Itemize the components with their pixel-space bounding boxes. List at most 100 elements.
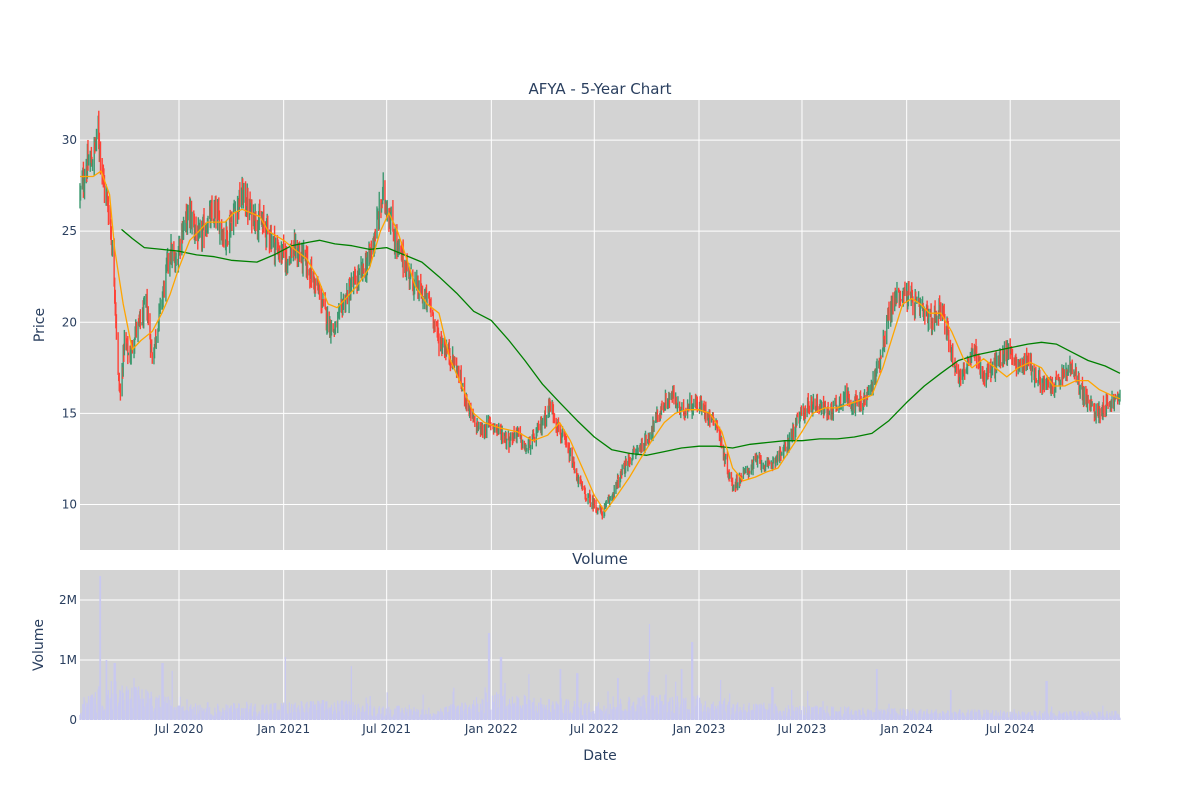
volume-bar xyxy=(422,694,424,720)
volume-bar xyxy=(1027,713,1029,720)
volume-bar xyxy=(444,707,446,720)
volume-bar xyxy=(883,709,885,720)
volume-bar xyxy=(1039,710,1041,720)
volume-bar xyxy=(199,704,201,720)
volume-bar xyxy=(283,702,285,720)
volume-bar xyxy=(653,709,655,720)
volume-bar xyxy=(465,704,467,720)
volume-bar xyxy=(446,712,448,720)
volume-bar xyxy=(382,706,384,720)
volume-bar xyxy=(648,624,651,720)
volume-bar xyxy=(191,709,193,720)
volume-bar xyxy=(458,714,460,720)
volume-bar xyxy=(936,712,938,720)
volume-bar xyxy=(1117,715,1119,720)
volume-bar xyxy=(689,713,691,720)
volume-bar xyxy=(166,703,168,720)
volume-bar xyxy=(713,710,715,720)
volume-bar xyxy=(920,709,922,720)
volume-bar xyxy=(374,716,376,720)
price-plot-area xyxy=(80,100,1120,550)
volume-bar xyxy=(621,710,623,720)
volume-bar xyxy=(988,713,990,720)
volume-bar xyxy=(402,713,404,720)
volume-bar xyxy=(284,657,286,720)
volume-bar xyxy=(243,708,245,720)
volume-bar xyxy=(939,712,941,720)
volume-bar xyxy=(914,712,916,720)
volume-bar xyxy=(985,709,987,720)
volume-bar xyxy=(778,712,780,720)
volume-bar xyxy=(547,709,549,720)
volume-bar xyxy=(1067,716,1069,720)
volume-bar xyxy=(318,703,321,720)
volume-bar xyxy=(573,701,575,720)
volume-bar xyxy=(418,717,420,720)
volume-bar xyxy=(997,712,999,720)
volume-bar xyxy=(681,669,683,720)
volume-bar xyxy=(968,714,970,720)
volume-bar xyxy=(605,710,607,720)
volume-bar xyxy=(725,712,727,720)
volume-bar xyxy=(1114,710,1116,720)
volume-y-tick-labels: 0 1M 2M xyxy=(59,593,77,727)
volume-bar xyxy=(753,704,755,720)
volume-bar xyxy=(99,576,102,720)
volume-bar xyxy=(475,697,478,720)
volume-bar xyxy=(1031,715,1033,720)
volume-bar xyxy=(613,707,615,720)
volume-bar xyxy=(716,709,718,720)
volume-bar xyxy=(178,705,180,720)
volume-bar xyxy=(241,708,243,720)
volume-bar xyxy=(251,716,253,720)
volume-bar xyxy=(605,708,607,720)
volume-bar xyxy=(1047,714,1049,720)
volume-bar xyxy=(697,695,699,720)
volume-bar xyxy=(803,715,805,720)
volume-bar xyxy=(1118,714,1120,720)
volume-bar xyxy=(609,703,611,720)
volume-bar xyxy=(295,712,297,720)
volume-bar xyxy=(514,702,516,720)
volume-bar xyxy=(868,710,870,720)
volume-bar xyxy=(807,705,809,720)
volume-bar xyxy=(526,704,528,720)
volume-bar xyxy=(131,707,133,720)
volume-bar xyxy=(745,710,747,720)
volume-bar xyxy=(572,715,574,720)
volume-bar xyxy=(660,701,662,720)
volume-bar xyxy=(720,714,722,720)
volume-bar xyxy=(612,696,614,720)
volume-bar xyxy=(1103,716,1105,720)
volume-bar xyxy=(1027,712,1029,720)
volume-bar xyxy=(518,698,520,720)
volume-bar xyxy=(597,710,599,720)
volume-bar xyxy=(209,715,211,720)
volume-bar xyxy=(916,713,918,720)
volume-bar xyxy=(1042,714,1044,720)
price-y-tick: 30 xyxy=(62,133,77,147)
volume-bar xyxy=(338,711,340,720)
volume-bar xyxy=(679,707,681,720)
volume-bar xyxy=(651,695,653,720)
volume-bar xyxy=(87,696,90,720)
volume-bar xyxy=(980,714,982,720)
volume-bar xyxy=(569,711,571,720)
volume-bar xyxy=(222,708,224,720)
volume-bar xyxy=(179,696,181,720)
volume-bar xyxy=(850,709,853,720)
volume-bar xyxy=(528,674,530,720)
volume-bar xyxy=(106,694,108,720)
volume-bar xyxy=(772,687,774,720)
volume-bar xyxy=(245,708,247,720)
volume-bar xyxy=(362,709,364,720)
volume-bar xyxy=(139,698,141,720)
volume-bar xyxy=(729,693,731,720)
volume-bar xyxy=(564,705,566,720)
volume-bar xyxy=(820,707,822,720)
volume-bar xyxy=(1015,713,1018,720)
price-y-tick: 15 xyxy=(62,406,77,420)
volume-bar xyxy=(617,678,619,720)
volume-bar xyxy=(576,673,578,720)
